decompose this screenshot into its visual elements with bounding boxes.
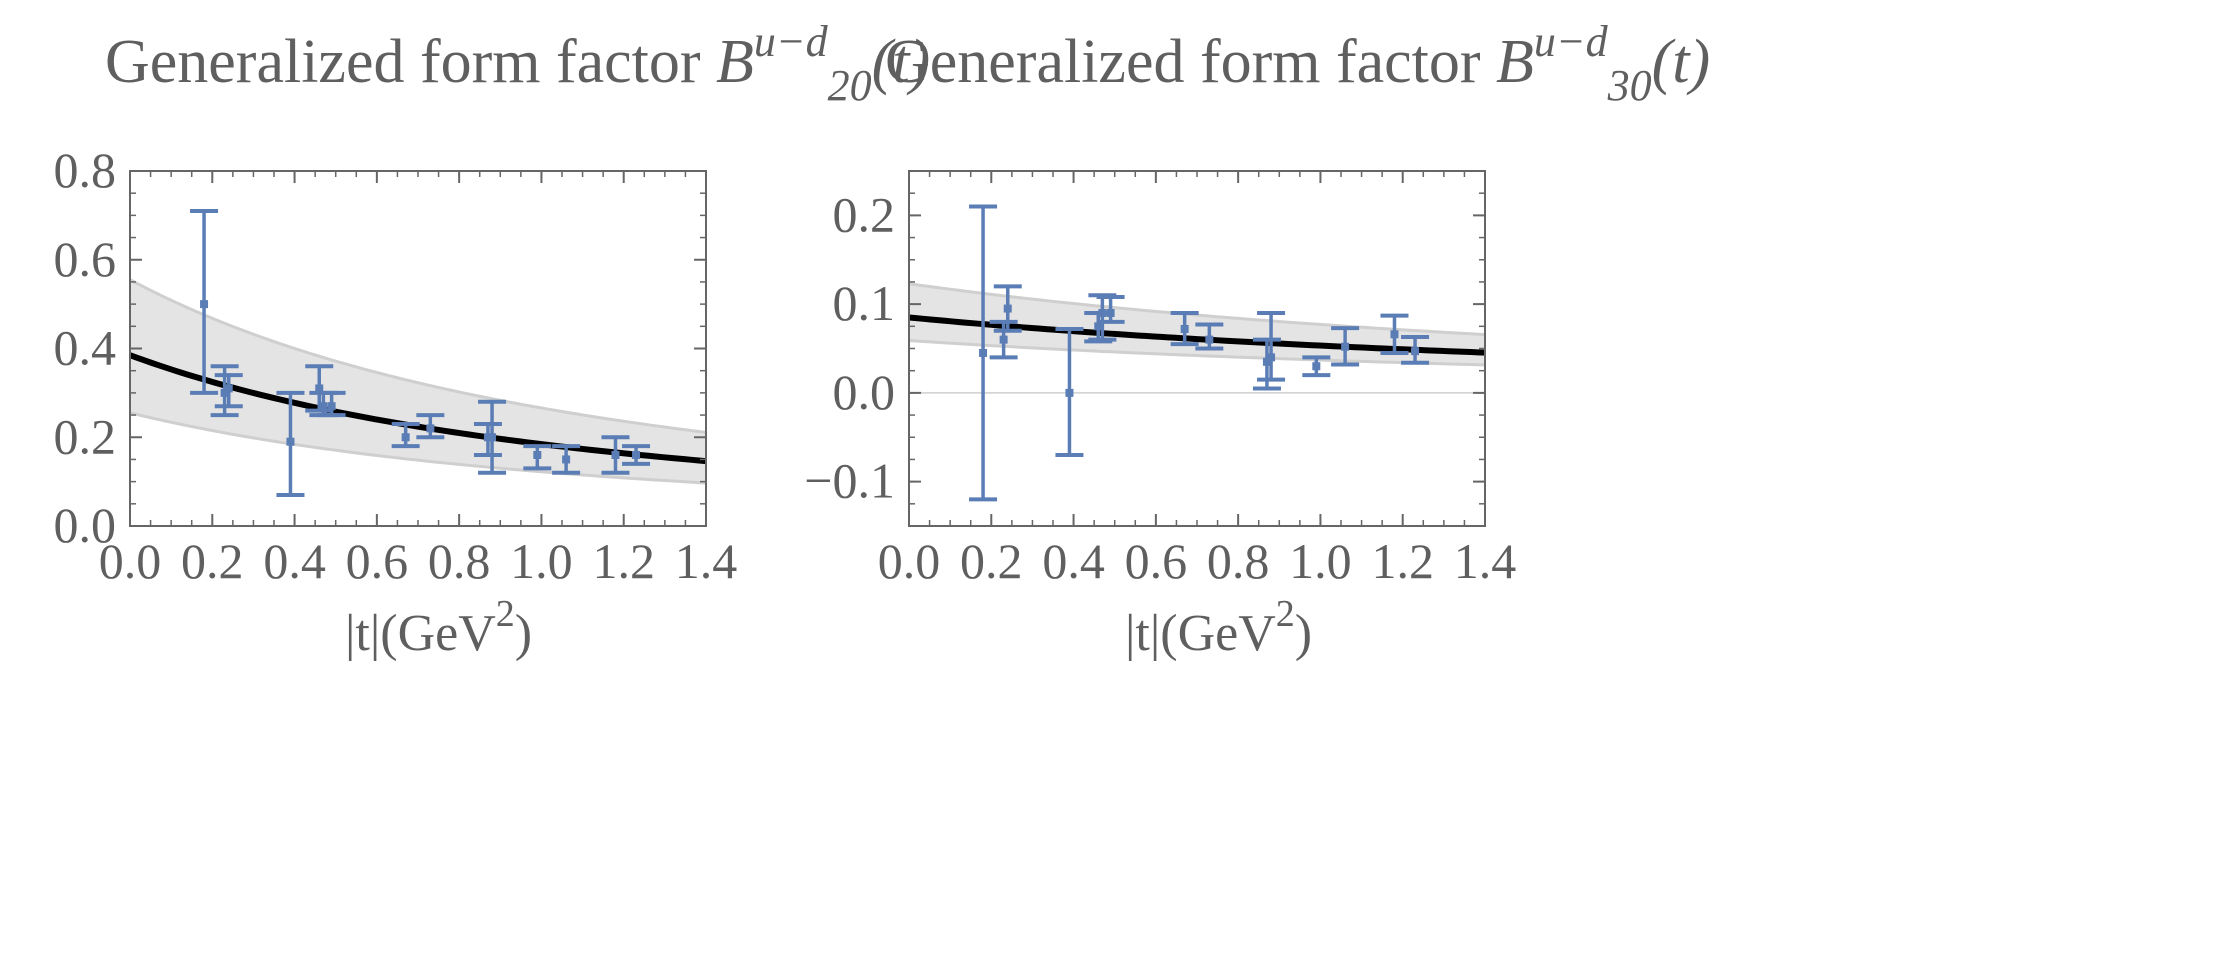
x-tick-label: 0.0: [878, 533, 941, 589]
data-marker: [1065, 388, 1074, 397]
x-tick-label: 0.8: [428, 533, 491, 589]
data-point: [622, 444, 651, 466]
y-tick-label: 0.0: [833, 364, 896, 420]
x-tick-label: 0.4: [1042, 533, 1105, 589]
data-point: [473, 421, 502, 457]
data-marker: [1390, 330, 1399, 339]
data-marker: [1312, 362, 1321, 371]
plot-inner: [130, 278, 706, 485]
data-marker: [1180, 324, 1189, 333]
data-point: [1331, 326, 1360, 367]
data-marker: [426, 424, 435, 433]
data-point: [416, 413, 445, 440]
data-marker: [483, 433, 492, 442]
data-marker: [979, 348, 988, 357]
data-marker: [1411, 347, 1420, 356]
data-point: [969, 204, 998, 502]
x-tick-label: 0.6: [1125, 533, 1188, 589]
data-point: [552, 444, 581, 475]
plot-area-b20: 0.0 0.2 0.4 0.6 0.8 1.0 1.2 1.4 0.0 0.2 0.4 0.6 0.8: [54, 142, 738, 589]
data-point: [1401, 334, 1430, 365]
data-marker: [533, 451, 542, 459]
fit-band-upper-edge: [909, 282, 1485, 337]
data-point: [1302, 355, 1331, 378]
chart-b20-svg: Generalized form factor Bu−d20(t) 0.0 0.2…: [54, 17, 931, 662]
x-tick-label: 0.2: [960, 533, 1023, 589]
data-point: [1195, 322, 1224, 351]
data-marker: [632, 451, 641, 459]
y-tick-label: 0.2: [54, 408, 117, 464]
data-marker: [327, 402, 336, 411]
plot-inner: [909, 282, 1485, 394]
data-marker: [1094, 322, 1103, 331]
data-point: [1380, 313, 1409, 355]
plot-area-b30: 0.0 0.2 0.4 0.6 0.8 1.0 1.2 1.4 −0.1 0.0 0.1 0.2: [804, 170, 1517, 589]
data-marker: [220, 388, 229, 397]
data-point: [993, 284, 1022, 333]
x-tick-label: 1.0: [1289, 533, 1352, 589]
data-marker: [1106, 309, 1115, 317]
data-point: [276, 390, 305, 497]
y-tick-label: 0.4: [54, 320, 117, 376]
x-axis-label: |t|(GeV2): [345, 593, 532, 662]
data-marker: [200, 300, 209, 309]
data-point: [317, 390, 346, 418]
data-marker: [1341, 342, 1350, 351]
x-tick-label: 1.0: [510, 533, 573, 589]
data-point: [1096, 295, 1125, 324]
x-tick-label: 0.0: [99, 533, 162, 589]
data-point: [601, 435, 630, 475]
x-tick-label: 0.2: [181, 533, 244, 589]
data-marker: [611, 451, 620, 459]
fit-error-band: [130, 279, 706, 484]
x-tick-label: 1.2: [1371, 533, 1434, 589]
data-point: [478, 399, 507, 475]
x-tick-label: 0.6: [346, 533, 409, 589]
x-tick-label: 0.4: [263, 533, 326, 589]
data-point: [1055, 326, 1084, 457]
x-tick-label: 1.2: [592, 533, 655, 589]
data-marker: [1205, 335, 1214, 344]
x-tick-label: 1.4: [675, 533, 738, 589]
data-point: [305, 364, 334, 413]
y-tick-label: −0.1: [804, 453, 895, 509]
data-point: [190, 208, 219, 395]
data-marker: [1262, 357, 1271, 366]
data-point: [214, 373, 243, 409]
data-marker: [319, 402, 328, 411]
chart-b30-svg: Generalized form factor Bu−d30(t) 0.0 0.2…: [804, 17, 1710, 662]
data-point: [523, 444, 552, 471]
chart-panel-b30: Generalized form factor Bu−d30(t) 0.0 0.2…: [800, 0, 2237, 979]
data-marker: [1098, 309, 1107, 317]
data-marker: [562, 455, 571, 464]
data-point: [1257, 311, 1286, 382]
y-tick-label: 0.6: [54, 231, 117, 287]
y-tick-label: 0.0: [54, 497, 117, 553]
data-marker: [1267, 353, 1276, 362]
y-tick-label: 0.1: [833, 275, 896, 331]
fit-band-lower-edge: [130, 411, 706, 485]
fit-band-upper-edge: [130, 278, 706, 434]
data-marker: [224, 384, 233, 393]
data-marker: [315, 384, 324, 393]
y-tick-label: 0.2: [833, 186, 896, 242]
x-axis-label: |t|(GeV2): [1125, 593, 1312, 662]
chart-title: Generalized form factor Bu−d30(t): [885, 17, 1710, 110]
chart-title: Generalized form factor Bu−d20(t): [105, 17, 930, 110]
y-tick-label: 0.8: [54, 142, 117, 198]
chart-panel-b20: Generalized form factor Bu−d20(t) 0.0 0.2…: [0, 0, 1100, 979]
data-point: [391, 421, 420, 449]
x-tick-label: 1.4: [1454, 533, 1517, 589]
data-point: [989, 319, 1018, 360]
data-point: [1170, 311, 1199, 347]
data-marker: [999, 335, 1008, 344]
data-marker: [1003, 304, 1012, 313]
data-marker: [286, 437, 295, 446]
data-marker: [401, 433, 410, 442]
data-marker: [488, 433, 497, 442]
x-tick-label: 0.8: [1207, 533, 1270, 589]
